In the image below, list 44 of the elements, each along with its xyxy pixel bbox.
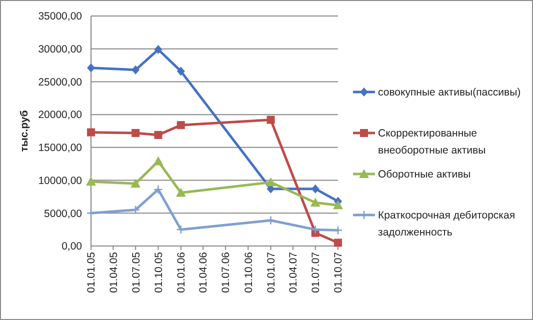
point bbox=[132, 128, 140, 137]
legend-label: совокупные активы(пассивы) bbox=[378, 86, 521, 99]
point bbox=[132, 65, 140, 74]
point bbox=[266, 177, 276, 186]
point bbox=[130, 178, 141, 188]
x-tick-label: 01.07.05 bbox=[130, 252, 142, 293]
point bbox=[153, 156, 164, 166]
x-tick-label: 01.01.06 bbox=[176, 252, 188, 293]
point bbox=[154, 130, 162, 139]
y-axis-title: тыс.руб bbox=[18, 110, 31, 152]
y-tick-label: 30000,00 bbox=[38, 44, 82, 56]
x-tick-label: 01.01.05 bbox=[86, 252, 98, 293]
legend-label: Скорректированные внеоборотные активы bbox=[378, 128, 486, 157]
x-tick-label: 01.10.07 bbox=[332, 252, 345, 293]
x-tick-label: 01.10.06 bbox=[242, 252, 255, 293]
point bbox=[266, 116, 275, 124]
point bbox=[310, 198, 320, 207]
y-tick-label: 0,00 bbox=[62, 240, 82, 253]
x-tick-label: 01.07.07 bbox=[310, 252, 322, 293]
y-tick-label: 25000,00 bbox=[38, 76, 82, 88]
point bbox=[154, 45, 162, 54]
point bbox=[176, 66, 185, 76]
point bbox=[333, 200, 343, 210]
x-tick-label: 01.10.05 bbox=[152, 252, 165, 293]
x-tick-label: 01.01.07 bbox=[265, 252, 278, 293]
y-tick-label: 5000,00 bbox=[44, 208, 82, 220]
point bbox=[86, 176, 96, 186]
point bbox=[176, 121, 185, 130]
point bbox=[87, 63, 95, 72]
x-tick-label: 01.04.06 bbox=[198, 252, 210, 293]
y-tick-label: 20000,00 bbox=[38, 109, 82, 122]
legend-label: Краткосрочная дебиторская задолженность bbox=[378, 210, 516, 239]
point bbox=[176, 188, 186, 197]
x-tick-label: 01.04.05 bbox=[108, 252, 120, 293]
y-tick-label: 35000,00 bbox=[38, 10, 82, 23]
x-tick-label: 01.07.06 bbox=[220, 252, 232, 293]
y-tick-label: 10000,00 bbox=[38, 174, 82, 187]
y-tick-label: 15000,00 bbox=[38, 142, 82, 154]
point bbox=[334, 238, 342, 247]
point bbox=[311, 184, 320, 194]
point bbox=[87, 128, 95, 136]
point bbox=[154, 184, 163, 194]
x-tick-label: 01.04.07 bbox=[288, 252, 300, 293]
legend-label: Оборотные активы bbox=[378, 168, 471, 181]
